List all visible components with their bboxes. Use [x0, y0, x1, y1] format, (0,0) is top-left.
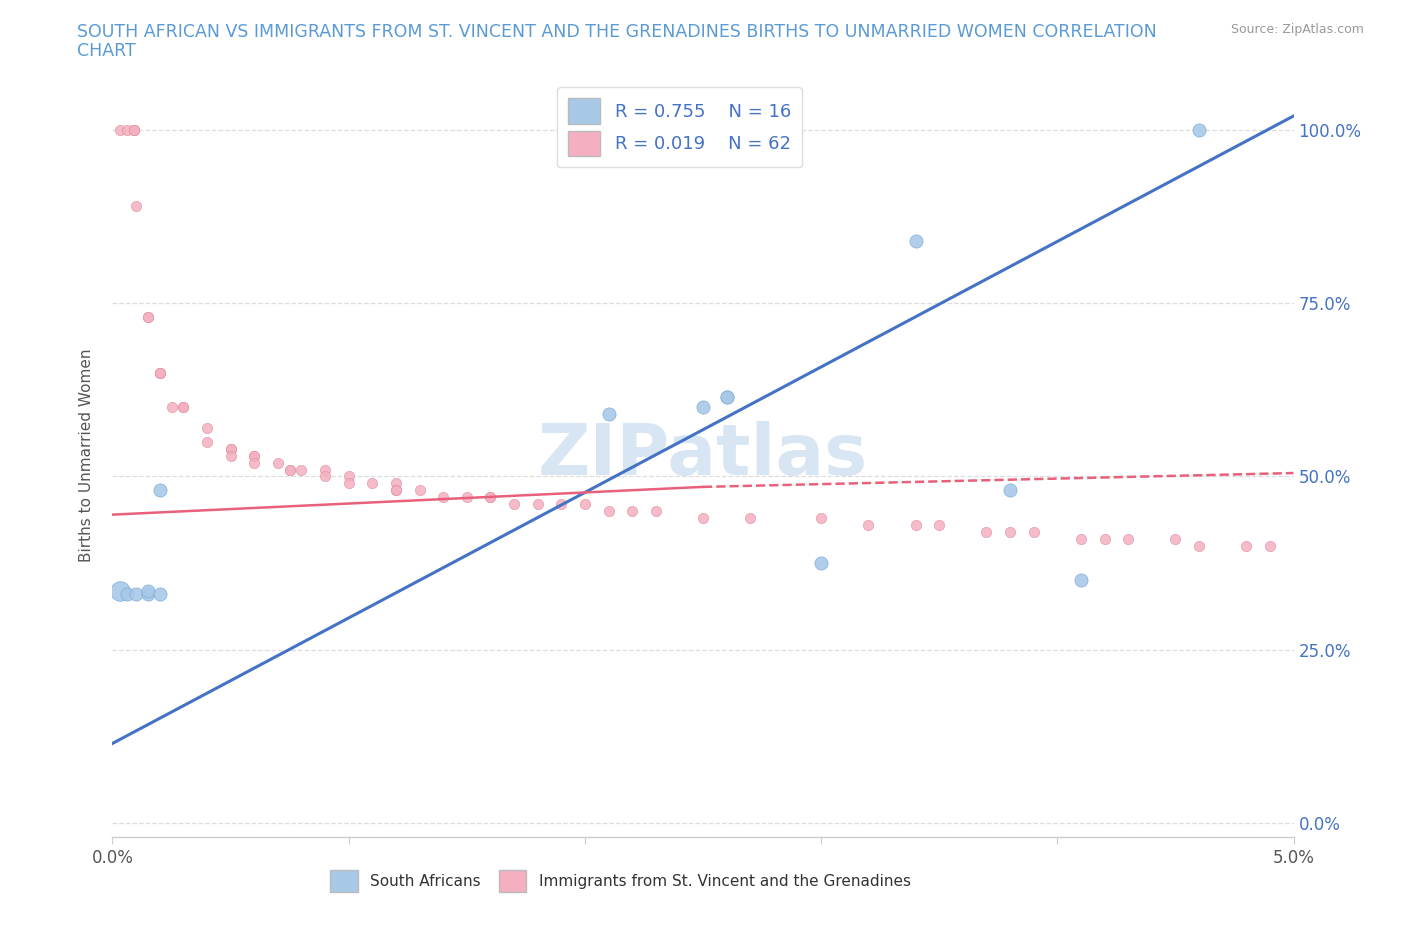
Point: [337, 469, 360, 484]
Point: [716, 390, 738, 405]
Point: [219, 448, 242, 463]
Y-axis label: Births to Unmarried Women: Births to Unmarried Women: [79, 349, 94, 563]
Point: [810, 556, 832, 571]
Text: SOUTH AFRICAN VS IMMIGRANTS FROM ST. VINCENT AND THE GRENADINES BIRTHS TO UNMARR: SOUTH AFRICAN VS IMMIGRANTS FROM ST. VIN…: [77, 23, 1157, 41]
Point: [108, 583, 131, 598]
Point: [136, 587, 159, 602]
Point: [122, 123, 145, 138]
Point: [125, 199, 148, 214]
Point: [858, 518, 880, 533]
Point: [290, 462, 312, 477]
Point: [149, 365, 172, 380]
Point: [456, 490, 478, 505]
Point: [385, 483, 408, 498]
Point: [136, 310, 159, 325]
Point: [108, 123, 131, 138]
Point: [408, 483, 430, 498]
Point: [125, 587, 148, 602]
Point: [598, 504, 620, 519]
Point: [278, 462, 301, 477]
Point: [314, 462, 336, 477]
Point: [479, 490, 502, 505]
Point: [1022, 525, 1045, 539]
Point: [928, 518, 950, 533]
Point: [149, 483, 172, 498]
Point: [1070, 573, 1092, 588]
Point: [1116, 531, 1139, 546]
Point: [692, 511, 714, 525]
Text: ZIPatlas: ZIPatlas: [538, 421, 868, 490]
Legend: South Africans, Immigrants from St. Vincent and the Grenadines: South Africans, Immigrants from St. Vinc…: [323, 864, 917, 898]
Point: [136, 583, 159, 598]
Point: [115, 587, 138, 602]
Point: [243, 448, 266, 463]
Text: Source: ZipAtlas.com: Source: ZipAtlas.com: [1230, 23, 1364, 36]
Point: [998, 483, 1021, 498]
Point: [1188, 123, 1211, 138]
Point: [1094, 531, 1116, 546]
Point: [160, 400, 183, 415]
Point: [740, 511, 762, 525]
Point: [644, 504, 666, 519]
Point: [810, 511, 832, 525]
Point: [149, 365, 172, 380]
Point: [361, 476, 384, 491]
Point: [1070, 531, 1092, 546]
Point: [1234, 538, 1257, 553]
Point: [149, 365, 172, 380]
Point: [195, 420, 218, 435]
Point: [219, 442, 242, 457]
Point: [172, 400, 194, 415]
Point: [1164, 531, 1187, 546]
Point: [337, 476, 360, 491]
Point: [219, 442, 242, 457]
Point: [479, 490, 502, 505]
Point: [621, 504, 644, 519]
Point: [278, 462, 301, 477]
Point: [385, 476, 408, 491]
Point: [432, 490, 454, 505]
Point: [243, 455, 266, 470]
Point: [998, 525, 1021, 539]
Point: [503, 497, 526, 512]
Point: [904, 233, 927, 248]
Point: [1188, 538, 1211, 553]
Point: [267, 455, 290, 470]
Point: [149, 587, 172, 602]
Point: [598, 406, 620, 421]
Point: [550, 497, 572, 512]
Point: [122, 123, 145, 138]
Point: [115, 123, 138, 138]
Point: [1258, 538, 1281, 553]
Point: [716, 390, 738, 405]
Point: [122, 123, 145, 138]
Point: [243, 448, 266, 463]
Point: [904, 518, 927, 533]
Point: [314, 469, 336, 484]
Point: [976, 525, 998, 539]
Point: [136, 310, 159, 325]
Point: [195, 434, 218, 449]
Text: CHART: CHART: [77, 42, 136, 60]
Point: [172, 400, 194, 415]
Point: [574, 497, 596, 512]
Point: [385, 483, 408, 498]
Point: [526, 497, 548, 512]
Point: [692, 400, 714, 415]
